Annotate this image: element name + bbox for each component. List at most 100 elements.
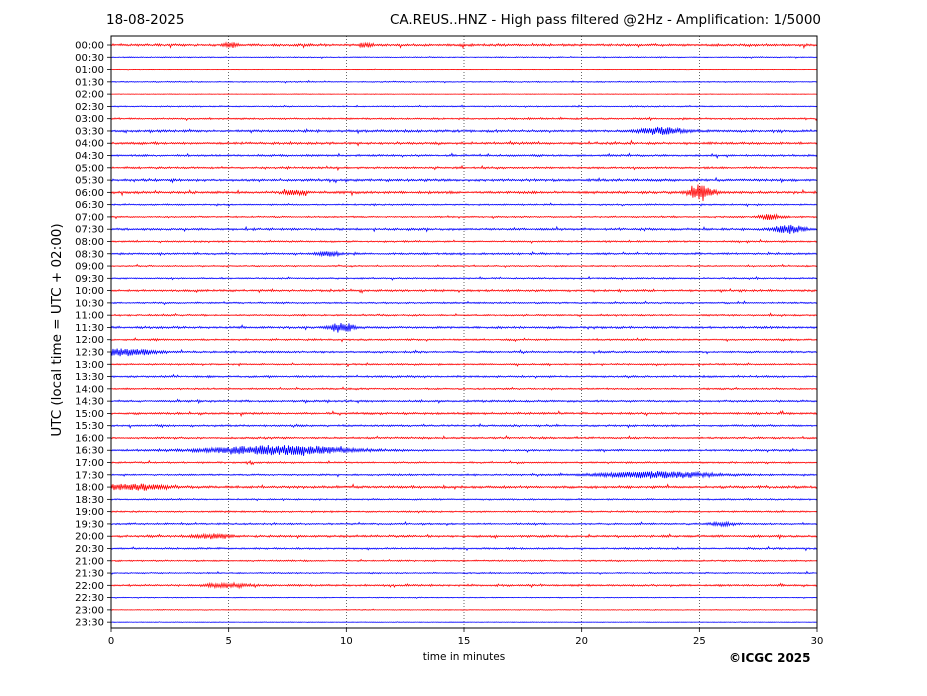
x-tick-label: 5: [225, 636, 231, 647]
y-tick-label: 08:00: [75, 237, 104, 248]
trace-0400: [110, 139, 818, 147]
y-tick-label: 03:30: [75, 126, 104, 137]
y-tick-label: 12:00: [75, 335, 104, 346]
y-tick-label: 19:30: [75, 519, 104, 530]
y-tick-label: 23:30: [75, 618, 104, 629]
y-tick-label: 14:30: [75, 397, 104, 408]
trace-1230: [110, 348, 818, 357]
trace-0100: [110, 68, 818, 71]
y-tick-label: 17:00: [75, 458, 104, 469]
trace-2030: [110, 545, 818, 552]
chart-date: 18-08-2025: [106, 12, 185, 28]
y-tick-label: 16:30: [75, 446, 104, 457]
trace-1130: [110, 323, 818, 333]
trace-0230: [110, 104, 818, 108]
y-tick-label: 18:00: [75, 483, 104, 494]
trace-2130: [110, 570, 818, 575]
y-tick-label: 20:30: [75, 544, 104, 555]
trace-1930: [110, 520, 818, 528]
y-tick-label: 11:30: [75, 323, 104, 334]
y-tick-label: 15:30: [75, 421, 104, 432]
trace-2300: [110, 608, 818, 611]
x-tick-label: 0: [108, 636, 114, 647]
trace-1830: [110, 497, 818, 502]
trace-1430: [110, 398, 818, 405]
trace-0900: [110, 263, 818, 268]
trace-1700: [110, 459, 818, 466]
trace-0330: [110, 126, 818, 135]
y-tick-label: 04:30: [75, 151, 104, 162]
y-tick-label: 09:00: [75, 262, 104, 273]
trace-0700: [110, 213, 818, 221]
y-tick-label: 00:00: [75, 41, 104, 52]
trace-1000: [110, 288, 818, 294]
trace-2000: [110, 532, 818, 540]
x-tick-label: 20: [575, 636, 588, 647]
trace-0130: [110, 79, 818, 84]
x-tick-label: 30: [811, 636, 824, 647]
y-tick-label: 02:00: [75, 90, 104, 101]
y-tick-label: 21:30: [75, 569, 104, 580]
trace-0530: [110, 176, 818, 184]
y-tick-label: 10:00: [75, 286, 104, 297]
y-tick-label: 13:30: [75, 372, 104, 383]
trace-1600: [110, 434, 818, 440]
trace-0800: [110, 238, 818, 245]
x-tick-label: 25: [693, 636, 706, 647]
trace-1200: [110, 337, 818, 343]
trace-1630: [110, 444, 818, 456]
y-tick-label: 18:30: [75, 495, 104, 506]
trace-2330: [110, 621, 818, 624]
y-tick-label: 05:30: [75, 176, 104, 187]
y-tick-label: 11:00: [75, 311, 104, 322]
trace-0300: [110, 116, 818, 122]
y-tick-label: 07:00: [75, 212, 104, 223]
y-tick-label: 02:30: [75, 102, 104, 113]
y-tick-label: 19:00: [75, 507, 104, 518]
trace-1730: [110, 470, 818, 479]
y-tick-label: 01:30: [75, 77, 104, 88]
trace-1030: [110, 300, 818, 306]
trace-0500: [110, 164, 818, 172]
chart-title: CA.REUS..HNZ - High pass filtered @2Hz -…: [389, 12, 821, 28]
x-tick-label: 15: [458, 636, 471, 647]
y-tick-label: 05:00: [75, 163, 104, 174]
trace-2230: [110, 596, 818, 599]
trace-0430: [110, 152, 818, 159]
y-tick-label: 15:00: [75, 409, 104, 420]
trace-0600: [110, 184, 818, 202]
y-tick-label: 13:00: [75, 360, 104, 371]
trace-1530: [110, 423, 818, 429]
y-tick-label: 10:30: [75, 298, 104, 309]
trace-2100: [110, 558, 818, 563]
y-tick-label: 23:00: [75, 605, 104, 616]
trace-0930: [110, 275, 818, 281]
trace-1400: [110, 386, 818, 391]
y-tick-label: 17:30: [75, 470, 104, 481]
trace-1300: [110, 362, 818, 368]
y-tick-label: 16:00: [75, 433, 104, 444]
y-tick-label: 22:30: [75, 593, 104, 604]
trace-0830: [110, 250, 818, 258]
trace-1100: [110, 312, 818, 318]
y-tick-label: 03:00: [75, 114, 104, 125]
y-tick-label: 08:30: [75, 249, 104, 260]
x-tick-label: 10: [340, 636, 353, 647]
y-tick-label: 04:00: [75, 139, 104, 150]
trace-2200: [110, 581, 818, 590]
trace-0200: [110, 93, 818, 95]
y-tick-label: 22:00: [75, 581, 104, 592]
y-tick-label: 00:30: [75, 53, 104, 64]
trace-1800: [110, 483, 818, 491]
y-tick-label: 07:30: [75, 225, 104, 236]
y-tick-label: 20:00: [75, 532, 104, 543]
y-tick-label: 09:30: [75, 274, 104, 285]
y-tick-label: 06:00: [75, 188, 104, 199]
trace-1330: [110, 373, 818, 379]
x-axis-label: time in minutes: [422, 651, 506, 663]
trace-1900: [110, 509, 818, 514]
y-tick-label: 01:00: [75, 65, 104, 76]
trace-1500: [110, 409, 818, 418]
y-tick-label: 06:30: [75, 200, 104, 211]
